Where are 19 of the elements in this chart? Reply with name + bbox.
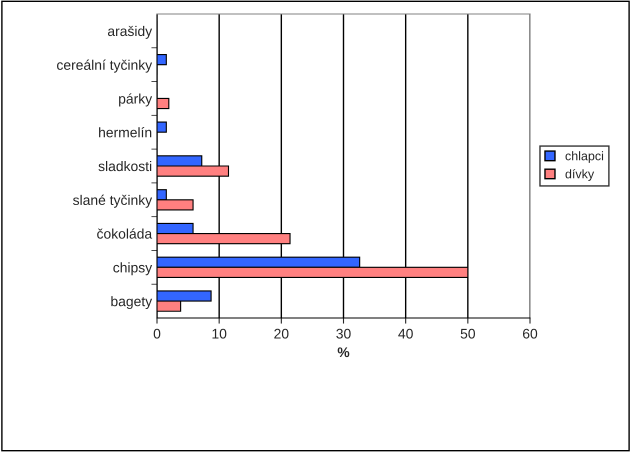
x-tick-label: 0 xyxy=(154,328,160,339)
legend-label: dívky xyxy=(566,169,594,181)
x-axis-title: % xyxy=(338,347,350,358)
y-tick-label: bagety xyxy=(111,296,152,310)
x-tick-label: 40 xyxy=(398,328,413,339)
x-tick-label: 50 xyxy=(460,328,476,339)
y-tick-label: cereální tyčinky xyxy=(57,60,152,73)
y-tick-label: chipsy xyxy=(113,262,152,276)
y-tick-label: hermelín xyxy=(99,127,152,138)
y-tick-label: čokoláda xyxy=(97,228,152,239)
y-tick-label: sladkosti xyxy=(98,160,152,172)
x-tick-label: 30 xyxy=(336,328,351,339)
x-tick-label: 60 xyxy=(522,328,538,339)
y-tick-label: arašidy xyxy=(108,26,152,39)
x-tick-label: 20 xyxy=(274,328,289,339)
legend-label: chlapci xyxy=(566,151,604,163)
y-tick-label: slané tyčinky xyxy=(73,194,152,208)
y-tick-label: párky xyxy=(119,93,152,106)
x-tick-label: 10 xyxy=(212,328,226,339)
